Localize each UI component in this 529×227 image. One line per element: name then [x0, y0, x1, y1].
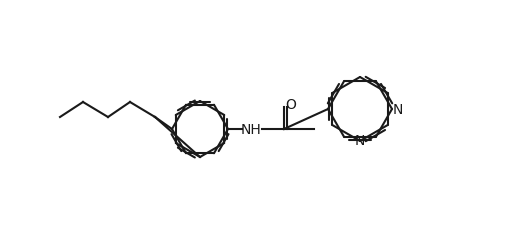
Text: N: N	[355, 133, 365, 147]
Text: O: O	[286, 98, 296, 111]
Text: NH: NH	[241, 122, 261, 136]
Text: N: N	[393, 103, 403, 116]
